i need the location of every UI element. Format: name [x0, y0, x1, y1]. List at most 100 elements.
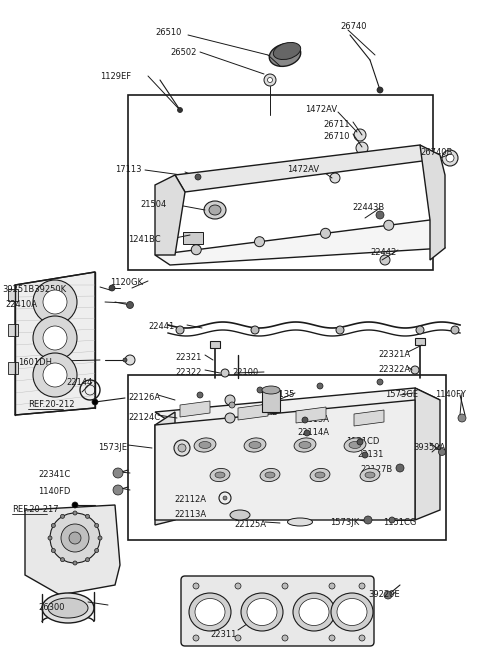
Circle shape: [221, 369, 229, 377]
Text: 22112A: 22112A: [174, 495, 206, 504]
Text: 22100: 22100: [232, 368, 258, 377]
Circle shape: [359, 583, 365, 589]
Circle shape: [364, 516, 372, 524]
Text: 22441: 22441: [148, 322, 174, 331]
Ellipse shape: [294, 438, 316, 452]
Circle shape: [359, 635, 365, 641]
FancyBboxPatch shape: [181, 576, 374, 646]
Circle shape: [321, 229, 331, 238]
Circle shape: [264, 74, 276, 86]
Text: 1573GE: 1573GE: [385, 390, 418, 399]
Circle shape: [384, 220, 394, 231]
Circle shape: [123, 358, 127, 362]
Circle shape: [451, 326, 459, 334]
Text: 1472AV: 1472AV: [305, 105, 337, 114]
Ellipse shape: [260, 468, 280, 481]
Ellipse shape: [244, 438, 266, 452]
Bar: [8, 289, 18, 301]
Circle shape: [411, 366, 419, 374]
Polygon shape: [155, 175, 185, 255]
Text: 22321A: 22321A: [378, 350, 410, 359]
Text: 22135: 22135: [268, 390, 294, 399]
Circle shape: [60, 514, 64, 518]
Circle shape: [191, 245, 201, 255]
Circle shape: [225, 413, 235, 423]
Circle shape: [109, 285, 115, 291]
Circle shape: [376, 211, 384, 219]
Text: 22443B: 22443B: [352, 203, 384, 212]
Circle shape: [33, 280, 77, 324]
Circle shape: [85, 514, 89, 518]
Circle shape: [174, 440, 190, 456]
Circle shape: [176, 326, 184, 334]
Circle shape: [125, 355, 135, 365]
Text: 1571AB: 1571AB: [245, 408, 278, 417]
Bar: [262, 390, 280, 412]
Circle shape: [336, 326, 344, 334]
Circle shape: [85, 557, 89, 561]
Bar: [128, 95, 433, 270]
Text: 17113: 17113: [115, 165, 142, 174]
Polygon shape: [420, 145, 445, 260]
Bar: [8, 324, 18, 336]
Ellipse shape: [42, 593, 94, 623]
Circle shape: [178, 444, 186, 452]
Circle shape: [98, 536, 102, 540]
Circle shape: [225, 395, 235, 405]
Ellipse shape: [210, 468, 230, 481]
Text: 22442: 22442: [370, 248, 396, 257]
Text: 1241BC: 1241BC: [128, 235, 161, 244]
Circle shape: [43, 290, 67, 314]
Polygon shape: [155, 388, 440, 425]
Circle shape: [458, 414, 466, 422]
Ellipse shape: [310, 468, 330, 481]
Ellipse shape: [331, 593, 373, 631]
Text: 22144: 22144: [66, 378, 92, 387]
Circle shape: [377, 87, 383, 93]
Polygon shape: [415, 388, 440, 520]
Circle shape: [92, 399, 98, 405]
Circle shape: [195, 174, 201, 180]
Text: 22113A: 22113A: [174, 510, 206, 519]
Ellipse shape: [199, 441, 211, 449]
Polygon shape: [155, 412, 175, 525]
Text: 1120GK: 1120GK: [110, 278, 143, 287]
Ellipse shape: [365, 472, 375, 478]
Circle shape: [356, 142, 368, 154]
Text: 22114A: 22114A: [297, 428, 329, 437]
Text: 22341C: 22341C: [38, 470, 70, 479]
Text: 1129EF: 1129EF: [100, 72, 131, 81]
Text: 22321: 22321: [175, 353, 202, 362]
Polygon shape: [180, 401, 210, 417]
Ellipse shape: [269, 44, 300, 66]
Circle shape: [73, 561, 77, 565]
Ellipse shape: [315, 472, 325, 478]
Text: 22125A: 22125A: [234, 520, 266, 529]
Circle shape: [354, 129, 366, 141]
Ellipse shape: [293, 593, 335, 631]
Circle shape: [329, 583, 335, 589]
Text: 39220E: 39220E: [368, 590, 400, 599]
Ellipse shape: [265, 472, 275, 478]
Circle shape: [282, 583, 288, 589]
Ellipse shape: [299, 441, 311, 449]
Circle shape: [178, 107, 182, 113]
Circle shape: [197, 392, 203, 398]
Circle shape: [33, 353, 77, 397]
Circle shape: [193, 583, 199, 589]
Circle shape: [317, 383, 323, 389]
Text: 39251B39250K: 39251B39250K: [2, 285, 66, 294]
Polygon shape: [354, 410, 384, 426]
Ellipse shape: [344, 438, 366, 452]
Circle shape: [73, 511, 77, 515]
Circle shape: [223, 496, 227, 500]
Ellipse shape: [209, 205, 221, 215]
Bar: [415, 338, 425, 345]
Circle shape: [302, 417, 308, 423]
Circle shape: [377, 379, 383, 385]
Circle shape: [416, 326, 424, 334]
Ellipse shape: [241, 593, 283, 631]
Ellipse shape: [360, 468, 380, 481]
Circle shape: [51, 523, 55, 527]
Ellipse shape: [299, 599, 329, 626]
